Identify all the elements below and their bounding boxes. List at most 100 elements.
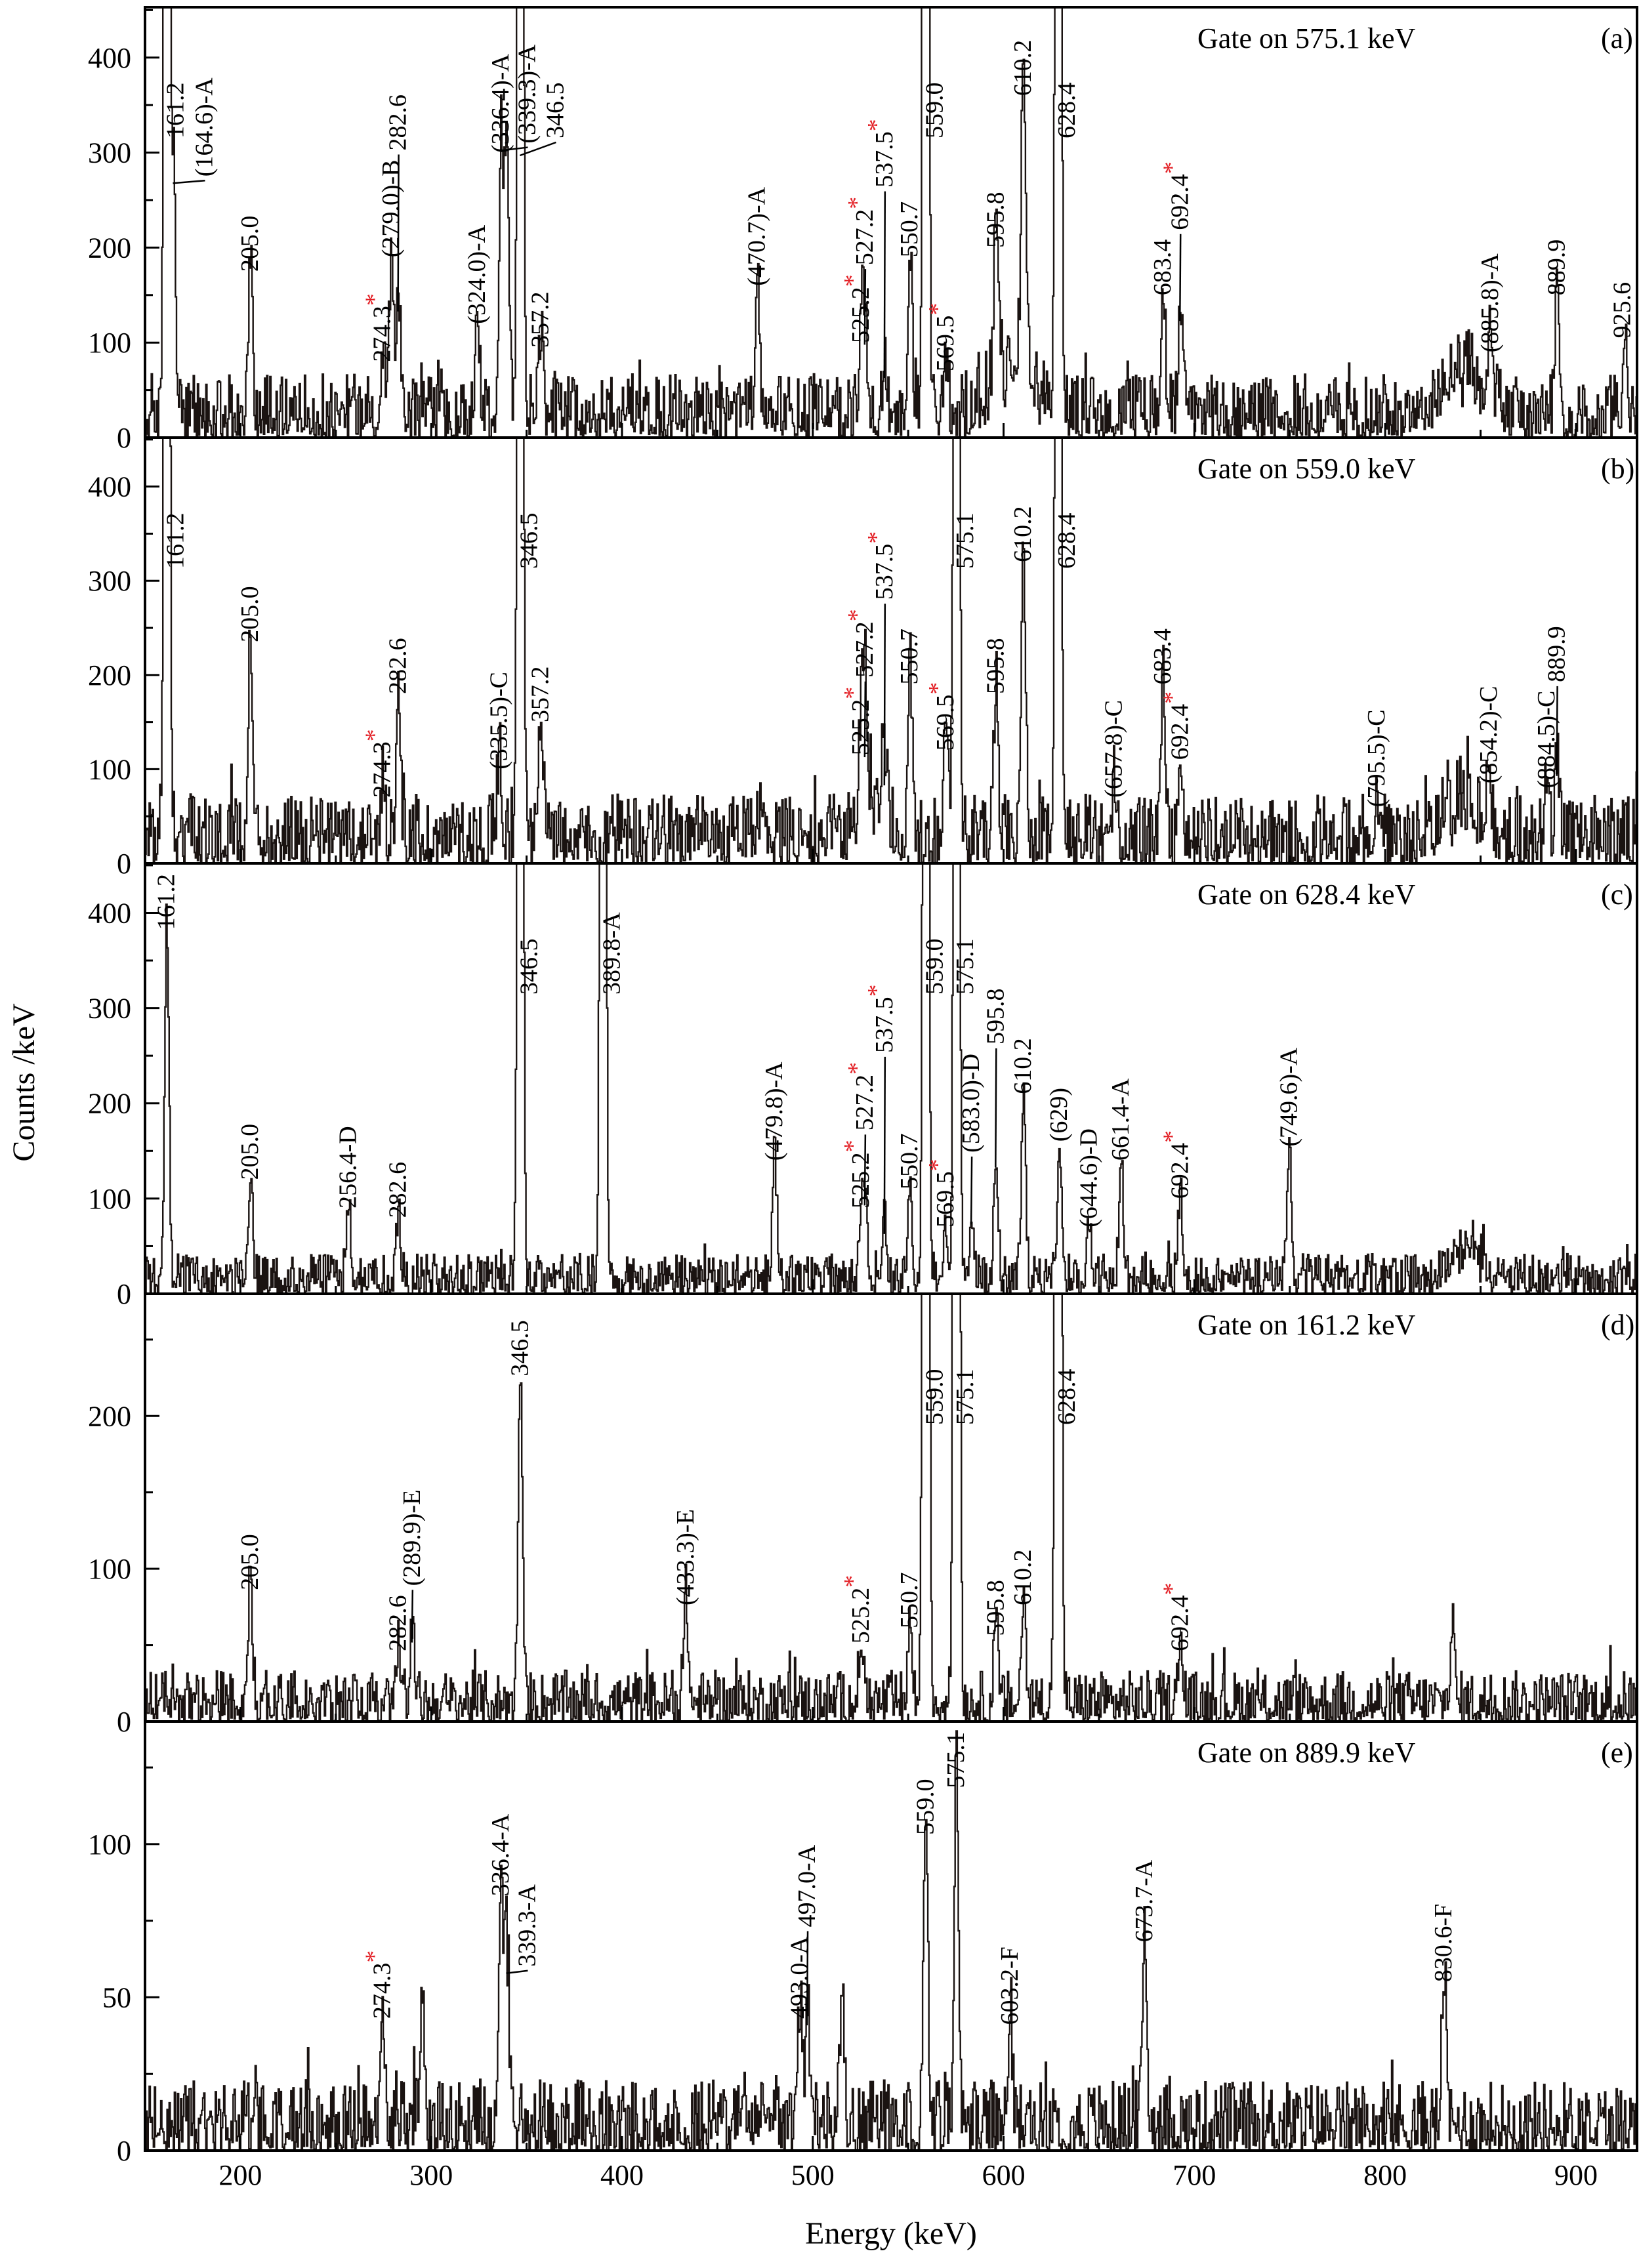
peak-label: 537.5* (863, 531, 898, 600)
peak-energy-text: 595.8 (982, 1580, 1009, 1636)
peak-label: 527.2* (843, 609, 879, 678)
peak-leader-arrow (411, 1590, 414, 1643)
peak-energy-text: 357.2 (527, 667, 554, 723)
peak-energy-text: 161.2 (153, 874, 180, 930)
y-tick-label: 400 (88, 42, 131, 74)
peak-label: 569.5* (924, 303, 959, 372)
peak-energy-text: 346.5 (506, 1320, 533, 1376)
peak-label: 628.4 (1053, 513, 1081, 569)
y-tick-label: 100 (88, 327, 131, 359)
peak-label: 525.2* (839, 274, 875, 343)
peak-energy-text: (479.8)-A (760, 1062, 788, 1161)
peak-label: 274.3* (361, 293, 396, 362)
new-transition-star-icon: * (843, 609, 871, 621)
peak-label: 575.1 (951, 513, 979, 569)
peak-energy-text: 673.7-A (1131, 1859, 1158, 1942)
peak-label: 550.7 (896, 1133, 923, 1189)
peak-label: 339.3-A (514, 1884, 541, 1967)
peak-energy-text: 527.2 (851, 621, 879, 678)
peak-label: 692.4* (1158, 1582, 1193, 1651)
peak-energy-text: 346.5 (515, 939, 543, 995)
peak-energy-text: 610.2 (1009, 1550, 1037, 1606)
peak-energy-text: 205.0 (236, 216, 264, 272)
peak-energy-text: 925.6 (1608, 282, 1636, 339)
panel-e: 0 50 100 Gate on 889.9 keV (e) 274.3* 336.4-A3… (88, 1720, 1638, 2167)
spectrum-line (145, 1730, 1637, 2151)
peak-label: 661.4-A (1107, 1078, 1134, 1161)
peak-label: 595.8 (982, 989, 1009, 1045)
gate-label: Gate on 559.0 keV (1197, 453, 1416, 485)
peak-label: 550.7 (896, 1572, 923, 1628)
gate-label: Gate on 161.2 keV (1197, 1309, 1416, 1341)
peak-label: (324.0)-A (463, 224, 491, 323)
peak-energy-text: 595.8 (982, 638, 1009, 694)
peak-label: 274.3* (361, 1950, 396, 2019)
y-tick-label: 300 (88, 993, 131, 1025)
peak-label: 205.0 (236, 1124, 264, 1180)
gate-label: Gate on 575.1 keV (1197, 22, 1416, 54)
peak-label: 550.7 (896, 201, 923, 258)
peak-energy-text: (339.3)-A (514, 44, 541, 143)
peak-energy-text: 575.1 (951, 939, 979, 995)
peak-label: 527.2* (843, 197, 879, 266)
peak-label: 559.0 (921, 83, 948, 139)
x-tick-label: 700 (1172, 2159, 1216, 2191)
new-transition-star-icon: * (924, 303, 951, 316)
peak-energy-text: 610.2 (1009, 506, 1037, 562)
new-transition-star-icon: * (1158, 691, 1186, 704)
peak-label: 830.6-F (1430, 1904, 1457, 1982)
peak-label: (433.3)-E (672, 1509, 699, 1605)
peak-label: (336.4)-A (487, 54, 514, 153)
peak-label: 205.0 (236, 216, 264, 272)
peak-label: 493.0-A (785, 1936, 813, 2019)
peak-label: (279.0)-B (377, 159, 405, 257)
peak-energy-text: 346.5 (515, 513, 543, 569)
y-tick-label: 100 (88, 1553, 131, 1585)
peak-label: (479.8)-A (760, 1062, 788, 1161)
peak-energy-text: (657.8)-C (1100, 700, 1128, 798)
peak-label: 683.4 (1149, 239, 1176, 296)
peak-leader-arrow (970, 1156, 973, 1225)
peak-energy-text: (336.4)-A (487, 54, 514, 153)
peak-energy-text: (644.6)-D (1075, 1128, 1102, 1227)
panel-b: 0 100 200 300 400 Gate on 559.0 keV (b) 161.2 20… (88, 436, 1638, 880)
peak-energy-text: 595.8 (982, 989, 1009, 1045)
peak-energy-text: (885.8)-A (1476, 253, 1504, 352)
peak-label: 357.2 (527, 291, 554, 348)
peak-label: 610.2 (1009, 1038, 1037, 1094)
peak-energy-text: 683.4 (1149, 629, 1176, 685)
peak-label: (289.9)-E (398, 1490, 426, 1586)
new-transition-star-icon: * (361, 293, 388, 306)
peak-energy-text: 274.3 (369, 1963, 396, 2019)
y-tick-label: 0 (117, 848, 131, 880)
peak-label: 525.2* (839, 1575, 875, 1644)
x-tick-label: 600 (982, 2159, 1026, 2191)
new-transition-star-icon: * (839, 1575, 867, 1588)
peak-label: 628.4 (1053, 1369, 1081, 1426)
panel-tag: (a) (1601, 22, 1633, 54)
peak-energy-text: 161.2 (162, 513, 190, 569)
peak-energy-text: (324.0)-A (463, 224, 491, 323)
x-tick-label: 800 (1363, 2159, 1407, 2191)
peak-label: 550.7 (896, 629, 923, 685)
panel-frame (144, 6, 1638, 439)
peak-energy-text: 889.9 (1543, 239, 1571, 296)
peak-label: 282.6 (384, 1595, 412, 1651)
peak-energy-text: (279.0)-B (377, 159, 405, 257)
spectrum-line (145, 1294, 1637, 1722)
peak-leader-arrow (806, 1931, 809, 2026)
x-tick-label: 900 (1554, 2159, 1598, 2191)
peak-label: 346.5 (515, 939, 543, 995)
peak-energy-text: (289.9)-E (398, 1490, 426, 1586)
y-tick-label: 400 (88, 471, 131, 503)
peak-label: 575.1 (951, 939, 979, 995)
spectrum-line (145, 438, 1637, 863)
new-transition-star-icon: * (839, 274, 867, 287)
peak-label: 527.2* (843, 1062, 879, 1131)
peak-label: (335.5)-C (485, 672, 512, 770)
peak-energy-text: (164.6)-A (191, 77, 218, 176)
peak-energy-text: 559.0 (921, 83, 948, 139)
peak-energy-text: 282.6 (384, 638, 412, 694)
peak-label: 610.2 (1009, 1550, 1037, 1606)
peak-energy-text: 550.7 (896, 201, 923, 258)
